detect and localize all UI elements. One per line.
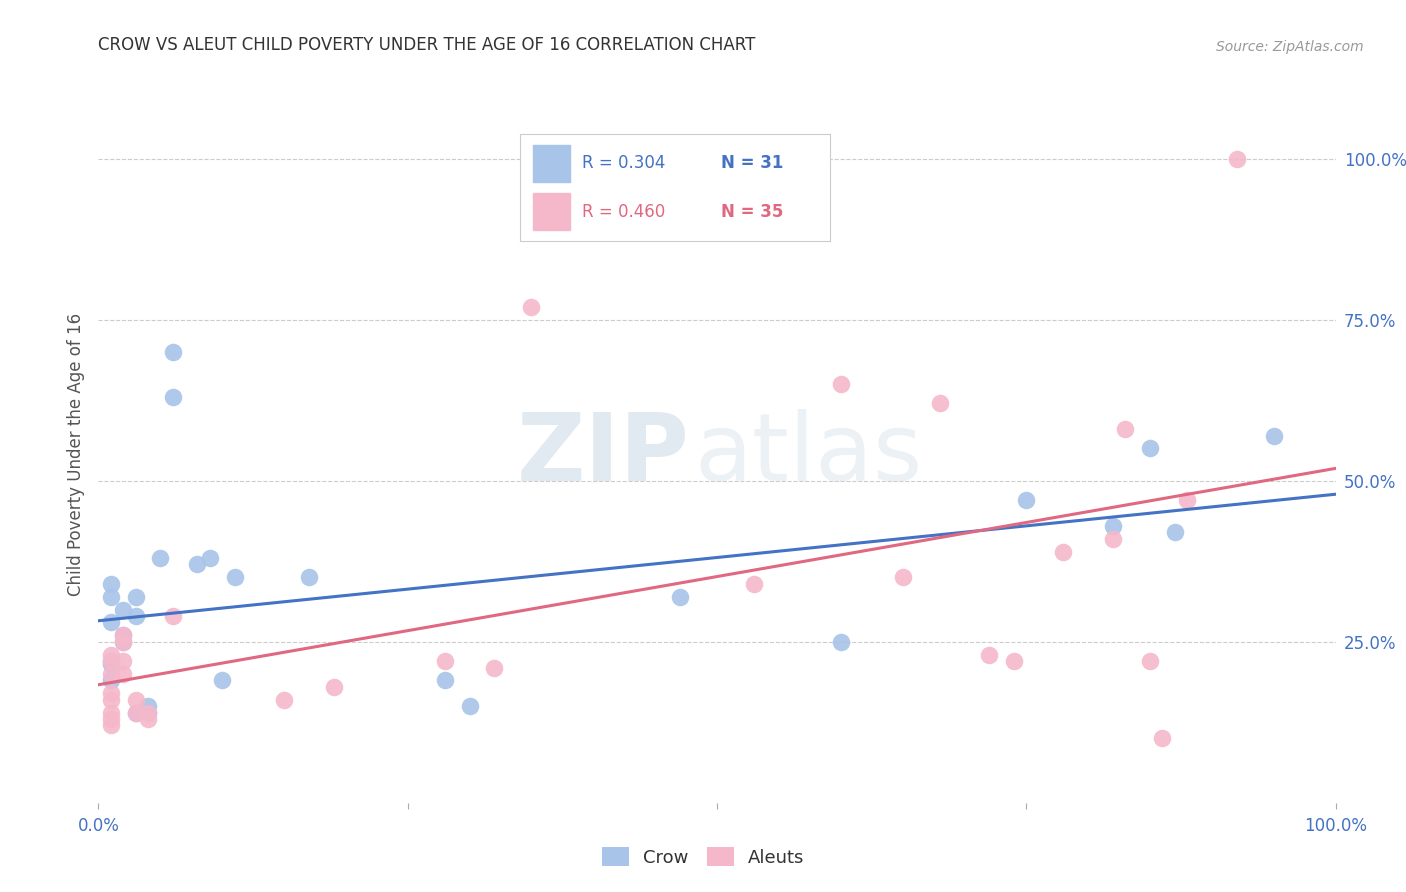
Point [112,628,135,642]
Point [124,706,146,720]
Point [112,654,135,668]
Point [100,706,122,720]
Point [112,628,135,642]
Point [1015,493,1038,508]
Point [162,390,184,404]
Point [136,706,159,720]
Text: CROW VS ALEUT CHILD POVERTY UNDER THE AGE OF 16 CORRELATION CHART: CROW VS ALEUT CHILD POVERTY UNDER THE AG… [98,36,756,54]
Point [1052,544,1074,558]
Point [124,692,146,706]
Point [149,551,172,566]
Point [112,602,135,616]
Point [112,634,135,648]
Bar [533,193,569,230]
Point [1139,442,1161,456]
Point [100,712,122,726]
Point [100,657,122,672]
Text: atlas: atlas [695,409,922,501]
Point [1226,152,1249,166]
Point [100,654,122,668]
Point [458,699,481,714]
Point [433,673,456,688]
Point [830,634,852,648]
Text: Source: ZipAtlas.com: Source: ZipAtlas.com [1216,39,1364,54]
Point [928,396,950,410]
Point [162,609,184,624]
Text: R = 0.304: R = 0.304 [582,153,665,171]
Text: N = 31: N = 31 [721,153,783,171]
Point [100,576,122,591]
Point [322,680,344,694]
Text: N = 35: N = 35 [721,203,783,221]
Point [520,300,543,314]
Point [124,590,146,604]
Point [100,673,122,688]
Point [1102,532,1125,546]
Point [1139,654,1161,668]
Point [124,609,146,624]
Text: R = 0.460: R = 0.460 [582,203,665,221]
Point [100,718,122,732]
Point [979,648,1001,662]
Point [100,654,122,668]
Point [1175,493,1198,508]
Point [100,615,122,630]
Point [211,673,233,688]
Point [100,648,122,662]
Point [433,654,456,668]
Point [273,692,295,706]
Point [1002,654,1025,668]
Point [891,570,914,584]
Y-axis label: Child Poverty Under the Age of 16: Child Poverty Under the Age of 16 [66,313,84,597]
Point [742,576,765,591]
Point [224,570,246,584]
Bar [533,145,569,182]
Point [298,570,321,584]
Point [1114,422,1136,436]
Point [1164,525,1187,540]
Point [484,660,506,674]
Point [112,634,135,648]
Legend: Crow, Aleuts: Crow, Aleuts [595,840,811,874]
Point [198,551,221,566]
Point [186,558,208,572]
Point [1263,428,1285,442]
Point [112,667,135,681]
Point [100,686,122,700]
Point [100,692,122,706]
Text: ZIP: ZIP [517,409,690,501]
Point [100,590,122,604]
Point [136,699,159,714]
Point [124,706,146,720]
Point [136,706,159,720]
Point [136,712,159,726]
Point [1152,731,1174,746]
Point [830,377,852,392]
Point [100,667,122,681]
Point [1102,518,1125,533]
Point [669,590,692,604]
Point [162,344,184,359]
